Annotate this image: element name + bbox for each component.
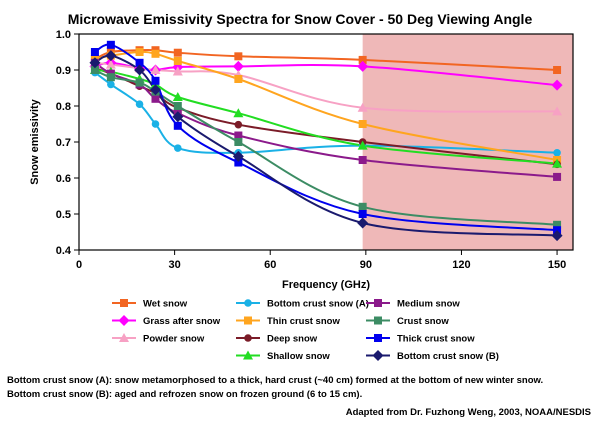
data-point-wet-snow bbox=[234, 52, 243, 61]
x-tick-label: 60 bbox=[264, 259, 276, 271]
shaded-region bbox=[362, 34, 573, 250]
legend-marker-deep-snow bbox=[244, 334, 252, 342]
data-point-shallow-snow bbox=[552, 158, 563, 168]
data-point-crust-snow bbox=[106, 73, 115, 82]
data-point-grass-after-snow bbox=[232, 60, 244, 72]
data-point-bottom-crust-snow-b bbox=[134, 64, 146, 76]
data-point-powder-snow bbox=[552, 106, 563, 116]
data-point-wet-snow bbox=[553, 66, 562, 74]
data-point-thin-crust-snow bbox=[135, 48, 144, 56]
x-tick-label: 120 bbox=[452, 259, 470, 271]
legend-label-crust-snow: Crust snow bbox=[397, 316, 449, 327]
data-point-thick-crust-snow bbox=[90, 48, 99, 56]
x-tick-label: 90 bbox=[360, 259, 372, 271]
legend-label-bottom-crust-snow-a: Bottom crust snow (A) bbox=[267, 299, 369, 310]
data-point-bottom-crust-snow-a bbox=[107, 80, 115, 89]
source-credit: Adapted from Dr. Fuzhong Weng, 2003, NOA… bbox=[345, 407, 591, 418]
data-point-powder-snow bbox=[357, 102, 368, 112]
legend-label-deep-snow: Deep snow bbox=[267, 334, 318, 345]
data-point-bottom-crust-snow-b bbox=[105, 50, 117, 62]
data-point-thick-crust-snow bbox=[358, 210, 367, 218]
chart-title: Microwave Emissivity Spectra for Snow Co… bbox=[68, 11, 533, 27]
legend-marker-thick-crust-snow bbox=[374, 334, 382, 342]
y-tick-label: 0.9 bbox=[56, 65, 71, 77]
y-tick-label: 0.6 bbox=[56, 173, 71, 185]
data-point-wet-snow bbox=[358, 55, 367, 64]
data-point-crust-snow bbox=[135, 78, 144, 87]
legend-marker-wet-snow bbox=[120, 299, 128, 307]
data-point-bottom-crust-snow-b bbox=[89, 57, 101, 69]
data-point-crust-snow bbox=[90, 66, 99, 74]
x-tick-label: 30 bbox=[168, 259, 180, 271]
y-tick-label: 1.0 bbox=[56, 29, 71, 41]
y-tick-label: 0.7 bbox=[56, 137, 71, 149]
legend-marker-grass-after-snow bbox=[118, 315, 130, 326]
data-point-thick-crust-snow bbox=[151, 76, 160, 85]
data-point-grass-after-snow bbox=[551, 79, 563, 91]
data-point-powder-snow bbox=[105, 59, 116, 69]
data-point-bottom-crust-snow-a bbox=[174, 144, 182, 152]
data-point-crust-snow bbox=[553, 220, 562, 229]
series-markers bbox=[89, 40, 563, 242]
data-point-medium-snow bbox=[358, 156, 367, 164]
legend-marker-medium-snow bbox=[374, 299, 382, 307]
data-point-medium-snow bbox=[151, 94, 160, 103]
legend-label-thin-crust-snow: Thin crust snow bbox=[267, 316, 340, 327]
legend-marker-thin-crust-snow bbox=[244, 316, 252, 325]
legend-label-shallow-snow: Shallow snow bbox=[267, 351, 330, 362]
data-point-thick-crust-snow bbox=[135, 58, 144, 67]
data-point-bottom-crust-snow-b bbox=[172, 111, 184, 123]
data-point-medium-snow bbox=[234, 131, 243, 140]
y-axis-label: Snow emissivity bbox=[29, 98, 41, 184]
data-point-powder-snow bbox=[172, 66, 183, 76]
data-point-medium-snow bbox=[553, 172, 562, 181]
y-tick-label: 0.5 bbox=[56, 209, 71, 221]
data-point-bottom-crust-snow-b bbox=[551, 230, 563, 242]
data-point-deep-snow bbox=[234, 120, 243, 129]
data-point-crust-snow bbox=[234, 138, 243, 146]
legend-label-bottom-crust-snow-b: Bottom crust snow (B) bbox=[397, 351, 499, 362]
legend-label-wet-snow: Wet snow bbox=[143, 299, 188, 310]
data-point-powder-snow bbox=[150, 65, 161, 74]
legend-marker-crust-snow bbox=[374, 316, 382, 325]
data-point-thin-crust-snow bbox=[173, 57, 182, 65]
data-point-thick-crust-snow bbox=[173, 121, 182, 130]
legend-label-medium-snow: Medium snow bbox=[397, 299, 460, 310]
data-point-crust-snow bbox=[358, 202, 367, 211]
legend-label-powder-snow: Powder snow bbox=[143, 334, 205, 345]
data-point-crust-snow bbox=[173, 102, 182, 110]
legend-marker-bottom-crust-snow-b bbox=[372, 350, 384, 361]
data-point-thick-crust-snow bbox=[106, 40, 115, 49]
note-bottom-crust-a: Bottom crust snow (A): snow metamorphose… bbox=[7, 375, 544, 386]
data-point-bottom-crust-snow-b bbox=[232, 150, 244, 162]
data-point-shallow-snow bbox=[357, 140, 368, 150]
data-point-shallow-snow bbox=[233, 108, 244, 118]
x-tick-label: 0 bbox=[76, 259, 82, 271]
data-point-thin-crust-snow bbox=[234, 75, 243, 83]
data-point-thin-crust-snow bbox=[151, 49, 160, 58]
data-point-bottom-crust-snow-a bbox=[151, 120, 160, 128]
legend-label-thick-crust-snow: Thick crust snow bbox=[397, 334, 475, 345]
data-point-wet-snow bbox=[173, 48, 182, 57]
data-point-thin-crust-snow bbox=[358, 120, 367, 128]
data-point-bottom-crust-snow-a bbox=[135, 100, 144, 108]
data-point-thick-crust-snow bbox=[234, 158, 243, 167]
data-point-grass-after-snow bbox=[357, 60, 369, 72]
legend-marker-bottom-crust-snow-a bbox=[244, 299, 252, 307]
legend-marker-powder-snow bbox=[119, 333, 129, 342]
x-tick-label: 150 bbox=[548, 259, 566, 271]
data-point-shallow-snow bbox=[172, 92, 183, 101]
legend-label-grass-after-snow: Grass after snow bbox=[143, 316, 221, 327]
data-point-bottom-crust-snow-b bbox=[149, 84, 161, 96]
legend: Wet snow Grass after snow Powder snow Botto… bbox=[112, 299, 499, 362]
data-point-bottom-crust-snow-a bbox=[553, 149, 561, 157]
y-tick-label: 0.4 bbox=[56, 245, 72, 257]
x-axis-label: Frequency (GHz) bbox=[282, 279, 370, 291]
legend-marker-shallow-snow bbox=[243, 350, 253, 360]
data-point-bottom-crust-snow-b bbox=[357, 217, 369, 229]
axis-ticks: 0 30 60 90 120 150 0.4 0.5 0.6 0.7 0.8 0.9 1.0 bbox=[56, 29, 567, 271]
y-tick-label: 0.8 bbox=[56, 101, 71, 113]
note-bottom-crust-b: Bottom crust snow (B): aged and refrozen… bbox=[7, 389, 363, 400]
